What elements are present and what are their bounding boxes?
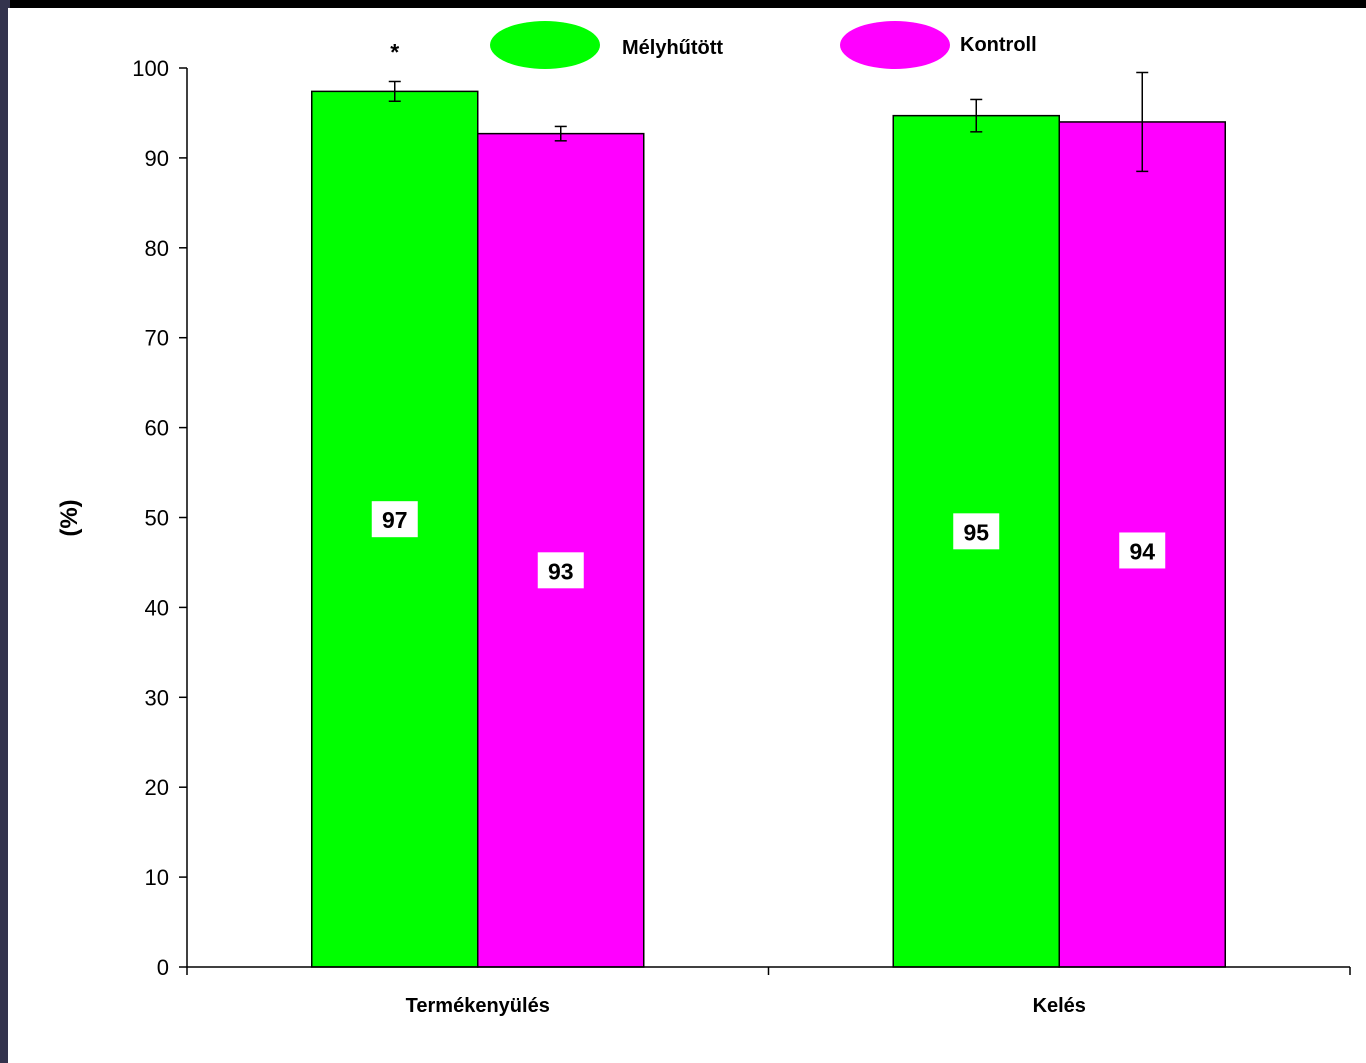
y-tick-label: 10 <box>145 865 169 890</box>
data-label-box <box>953 513 1000 550</box>
legend-label-melyhutott: Mélyhűtött <box>622 37 723 59</box>
x-tick-label: Kelés <box>1033 995 1086 1017</box>
y-axis-label: (%) <box>56 499 83 536</box>
bars-group: 97 93 95 94 <box>311 71 1226 968</box>
legend-swatch-kontroll <box>840 21 950 69</box>
axes-group: 0 10 20 30 40 50 60 70 80 90 100 Termékenyülés Kelés… <box>132 39 1351 1017</box>
y-tick-label: 50 <box>145 506 169 531</box>
legend-swatch-melyhutott <box>490 21 600 69</box>
y-tick-label: 90 <box>145 146 169 171</box>
data-label: 97 <box>382 507 408 533</box>
left-border <box>0 0 10 1063</box>
data-label: 94 <box>1129 538 1155 564</box>
top-border <box>0 0 1366 8</box>
y-tick-label: 30 <box>145 685 169 710</box>
data-label-box <box>537 552 584 589</box>
x-tick-label: Termékenyülés <box>406 995 550 1017</box>
chart-panel: Mélyhűtött Kontroll (%) 97 93 95 94 0 10 20 30… <box>8 8 1366 1063</box>
data-label-box <box>1119 532 1166 569</box>
y-tick-label: 60 <box>145 416 169 441</box>
data-label-box <box>371 501 418 538</box>
y-tick-label: 70 <box>145 326 169 351</box>
bar-chart: Mélyhűtött Kontroll (%) 97 93 95 94 0 10 20 30… <box>56 21 1351 1017</box>
data-label: 93 <box>548 558 574 584</box>
significance-marker: * <box>390 39 399 65</box>
y-tick-label: 80 <box>145 236 169 261</box>
y-tick-label: 40 <box>145 595 169 620</box>
bar <box>477 132 645 968</box>
y-tick-label: 20 <box>145 775 169 800</box>
data-label: 95 <box>963 519 989 545</box>
y-tick-label: 100 <box>132 56 169 81</box>
legend-label-kontroll: Kontroll <box>960 34 1037 56</box>
y-tick-label: 0 <box>157 955 169 980</box>
legend: Mélyhűtött Kontroll <box>490 21 1037 69</box>
